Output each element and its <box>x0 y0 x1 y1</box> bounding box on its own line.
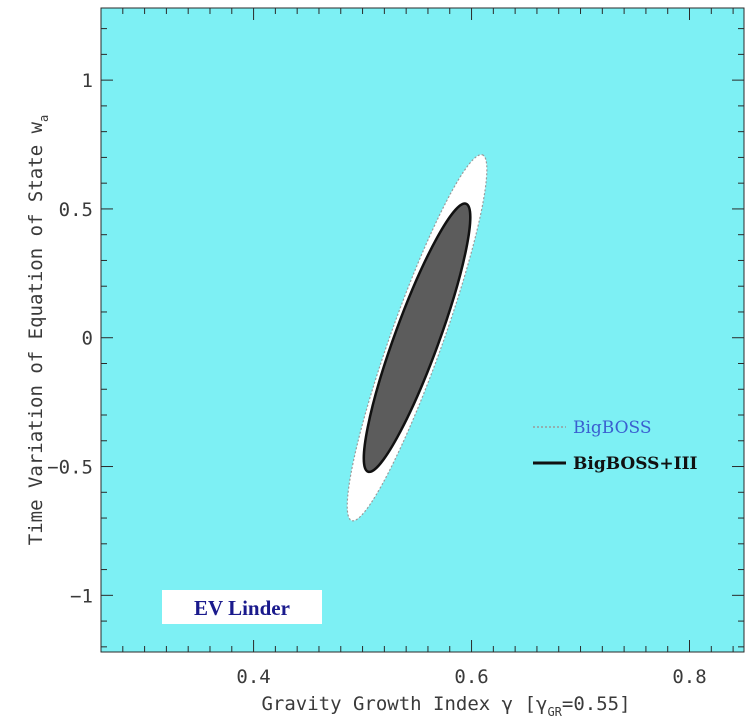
contours <box>346 154 488 522</box>
svg-text:EV Linder: EV Linder <box>194 596 290 620</box>
y-tick-label: −1 <box>70 585 93 607</box>
y-tick-label: 0 <box>82 328 93 350</box>
y-tick-label: 0.5 <box>59 199 93 221</box>
y-tick-label: 1 <box>82 70 93 92</box>
axis-ticks <box>101 8 744 652</box>
y-tick-label: −0.5 <box>47 457 93 479</box>
tick-labels: 0.4 0.6 0.8 −1 −0.5 0 0.5 1 <box>47 70 706 688</box>
x-axis-label: Gravity Growth Index γ [γGR=0.55] <box>261 693 630 719</box>
x-tick-label: 0.6 <box>454 666 488 688</box>
x-tick-label: 0.8 <box>672 666 706 688</box>
contour-bigboss-iii <box>362 202 472 474</box>
legend-label-bigboss: BigBOSS <box>573 418 652 438</box>
credit-annotation: EV Linder <box>162 590 322 624</box>
x-tick-label: 0.4 <box>236 666 270 688</box>
legend-label-bigboss-iii: BigBOSS+III <box>573 454 698 474</box>
legend: BigBOSS BigBOSS+III <box>533 418 698 474</box>
y-axis-label: Time Variation of Equation of State wa <box>25 115 51 545</box>
